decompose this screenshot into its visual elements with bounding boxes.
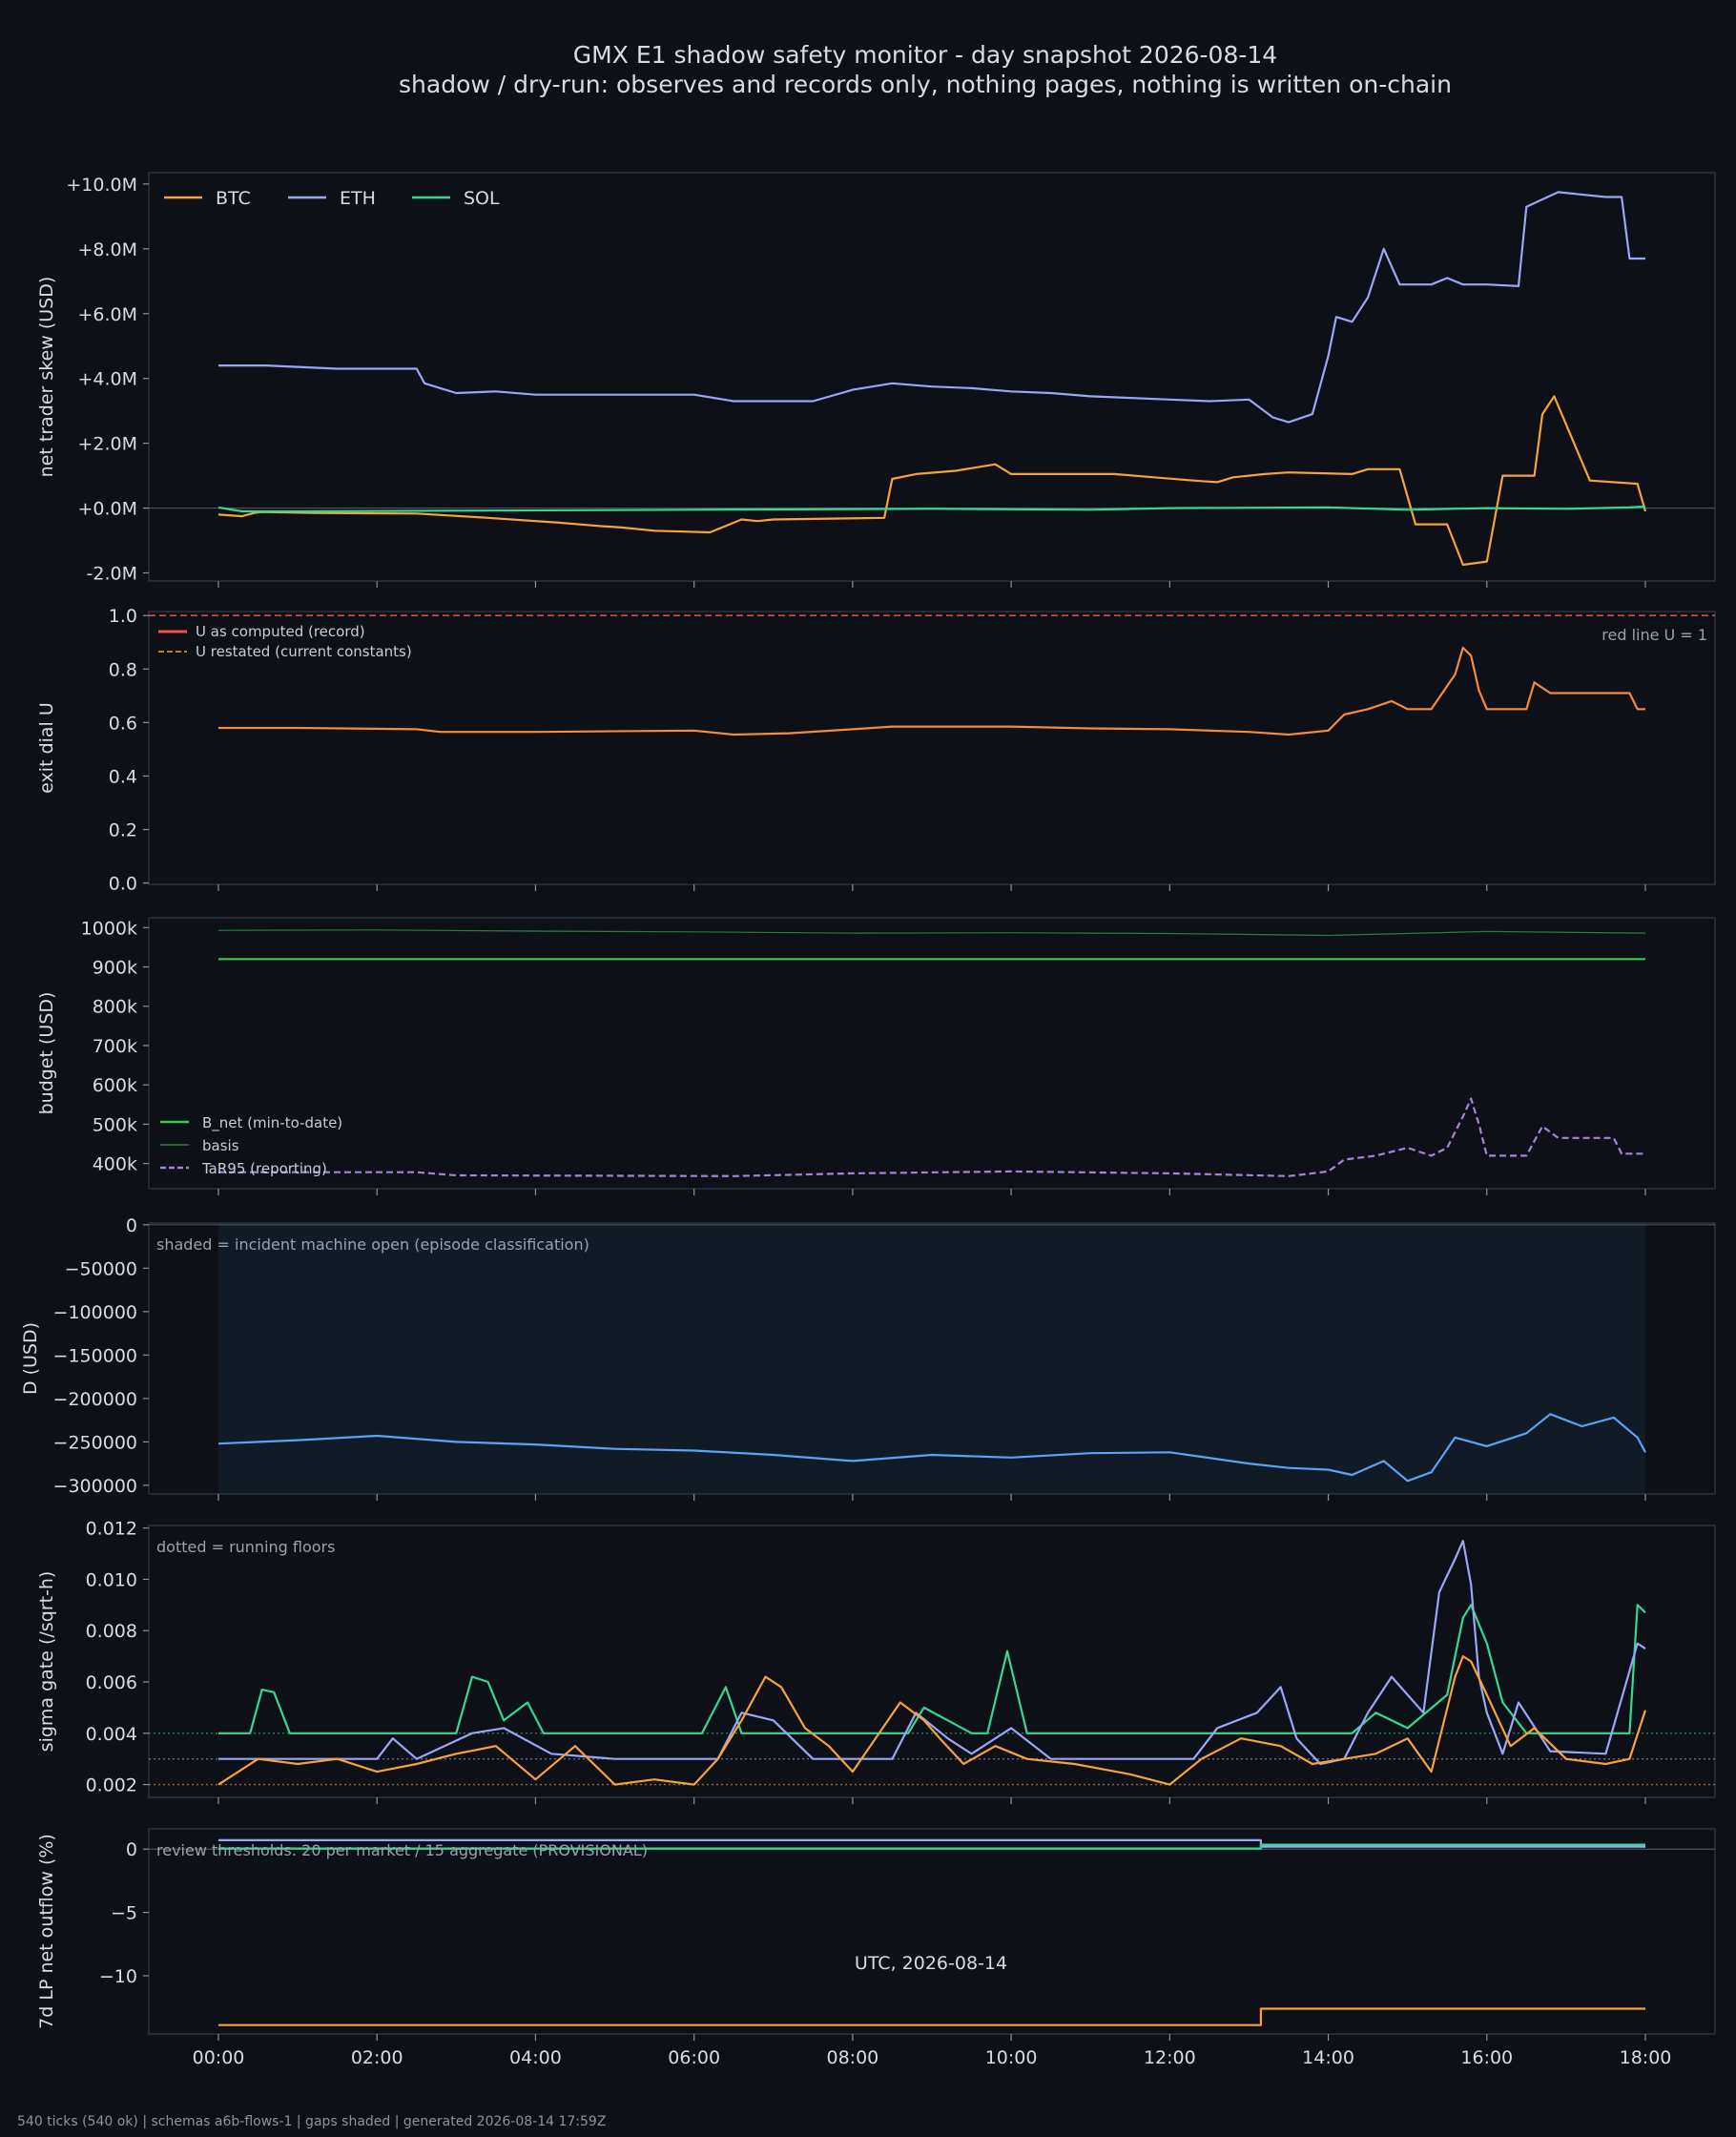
y-axis-label: budget (USD) <box>36 992 57 1115</box>
panel-1: -2.0M +0.0M +2.0M +4.0M +6.0M +8.0M +10.0M net … <box>36 172 1716 588</box>
legend-label: BTC <box>216 188 251 209</box>
panels: -2.0M +0.0M +2.0M +4.0M +6.0M +8.0M +10.0M net … <box>20 172 1716 2068</box>
red-line-annotation: red line U = 1 <box>1602 626 1707 644</box>
x-tick-label: 00:00 <box>193 2047 245 2068</box>
legend-label: basis <box>202 1137 239 1154</box>
y-tick-label: 0.0 <box>109 874 137 895</box>
y-tick-label: 0.006 <box>86 1672 137 1693</box>
x-tick-label: 14:00 <box>1302 2047 1354 2068</box>
y-tick-label: +10.0M <box>66 175 137 196</box>
chart-subtitle: shadow / dry-run: observes and records o… <box>399 71 1452 98</box>
panel-annotation: shaded = incident machine open (episode … <box>156 1235 589 1254</box>
x-tick-label: 08:00 <box>827 2047 879 2068</box>
series-line-btc <box>217 395 1647 567</box>
plot-frame <box>148 172 1716 582</box>
y-tick-label: +2.0M <box>77 434 137 455</box>
y-tick-label: 0.8 <box>109 659 137 680</box>
y-tick-label: 400k <box>93 1154 137 1175</box>
y-axis-label: exit dial U <box>36 702 57 794</box>
footer-status: 540 ticks (540 ok) | schemas a6b-flows-1… <box>17 2114 606 2129</box>
y-axis-label: 7d LP net outflow (%) <box>36 1834 57 2029</box>
y-axis-label: net trader skew (USD) <box>36 277 57 478</box>
y-tick-label: 0.002 <box>86 1775 137 1796</box>
plot-frame <box>148 917 1716 1190</box>
x-tick-label: 16:00 <box>1460 2047 1513 2068</box>
panel-annotation: dotted = running floors <box>156 1538 335 1556</box>
y-tick-label: 0.010 <box>86 1569 137 1590</box>
y-tick-label: +0.0M <box>77 499 137 520</box>
legend-label: U restated (current constants) <box>196 643 412 660</box>
x-tick-label: 02:00 <box>351 2047 403 2068</box>
series-line-tar95-reporting- <box>218 1097 1645 1177</box>
plot-frame <box>148 1828 1716 2035</box>
y-tick-label: −10 <box>99 1966 137 1987</box>
y-tick-label: −100000 <box>53 1302 137 1323</box>
series-line-d <box>217 1413 1646 1483</box>
y-tick-label: 0.4 <box>109 766 137 787</box>
series-line-sol <box>217 505 1646 513</box>
y-tick-label: 0 <box>126 1215 137 1236</box>
x-tick-label: 10:00 <box>985 2047 1038 2068</box>
panel-5: 0.002 0.004 0.006 0.008 0.010 0.012 sigma gate… <box>36 1519 1716 1804</box>
series-line-eth <box>218 1838 1645 1848</box>
incident-shade <box>218 1223 1645 1494</box>
x-tick-label: 12:00 <box>1144 2047 1196 2068</box>
y-tick-label: 800k <box>93 997 137 1018</box>
series-line-eth <box>218 191 1645 424</box>
x-tick-label: 06:00 <box>668 2047 720 2068</box>
y-tick-label: 700k <box>93 1036 137 1057</box>
y-tick-label: 0.2 <box>109 820 137 841</box>
series-line-btc <box>217 1654 1647 1786</box>
series-line-u <box>218 646 1645 737</box>
x-tick-label: 04:00 <box>509 2047 562 2068</box>
y-tick-label: −300000 <box>53 1476 137 1497</box>
plot-frame <box>148 1525 1716 1798</box>
legend-label: B_net (min-to-date) <box>202 1114 342 1132</box>
y-tick-label: 0.6 <box>109 713 137 734</box>
y-tick-label: 0 <box>126 1839 137 1860</box>
y-tick-label: +4.0M <box>77 369 137 390</box>
legend-label: ETH <box>340 188 376 209</box>
y-tick-label: 1000k <box>81 918 137 939</box>
y-tick-label: 1.0 <box>109 606 137 627</box>
panel-4: −300000 −250000 −200000 −150000 −100000 −5000… <box>20 1215 1716 1501</box>
legend-label: TaR95 (reporting) <box>201 1160 327 1177</box>
y-axis-label: D (USD) <box>20 1322 41 1395</box>
plot-frame <box>148 1222 1716 1495</box>
y-tick-label: −250000 <box>53 1432 137 1453</box>
panel-6: −10 −5 0 00:00 02:00 04:00 06:00 08:00 10:00 12:0… <box>36 1828 1716 2068</box>
y-tick-label: 900k <box>93 958 137 979</box>
y-tick-label: 0.012 <box>86 1519 137 1540</box>
y-axis-label: sigma gate (/sqrt-h) <box>36 1571 57 1753</box>
series-line-btc <box>218 2007 1645 2026</box>
y-tick-label: -2.0M <box>87 564 137 585</box>
legend-label: U as computed (record) <box>196 623 365 640</box>
series-line-sol <box>218 1604 1646 1734</box>
y-tick-label: +8.0M <box>77 239 137 260</box>
series-line-sol <box>218 1843 1645 1850</box>
y-tick-label: −200000 <box>53 1389 137 1410</box>
y-tick-label: 0.004 <box>86 1724 137 1745</box>
panel-2: 0.0 0.2 0.4 0.6 0.8 1.0 exit dial U red line U … <box>36 606 1716 895</box>
plot-frame <box>148 611 1716 885</box>
y-tick-label: −150000 <box>53 1345 137 1366</box>
y-tick-label: −5 <box>111 1903 137 1924</box>
series-line-basis <box>217 929 1646 937</box>
series-line-eth <box>218 1539 1646 1766</box>
x-axis-label: UTC, 2026-08-14 <box>855 1953 1007 1974</box>
legend-label: SOL <box>464 188 500 209</box>
y-tick-label: 500k <box>93 1114 137 1135</box>
panel-annotation: review thresholds: 20 per market / 15 ag… <box>156 1841 648 1859</box>
y-tick-label: 0.008 <box>86 1621 137 1642</box>
panel-3: 400k 500k 600k 700k 800k 900k 1000k budget (USD… <box>36 917 1716 1195</box>
y-tick-label: −50000 <box>65 1258 137 1279</box>
y-tick-label: 600k <box>93 1075 137 1096</box>
y-tick-label: +6.0M <box>77 304 137 325</box>
chart-title: GMX E1 shadow safety monitor - day snaps… <box>573 41 1277 69</box>
x-tick-label: 18:00 <box>1620 2047 1672 2068</box>
